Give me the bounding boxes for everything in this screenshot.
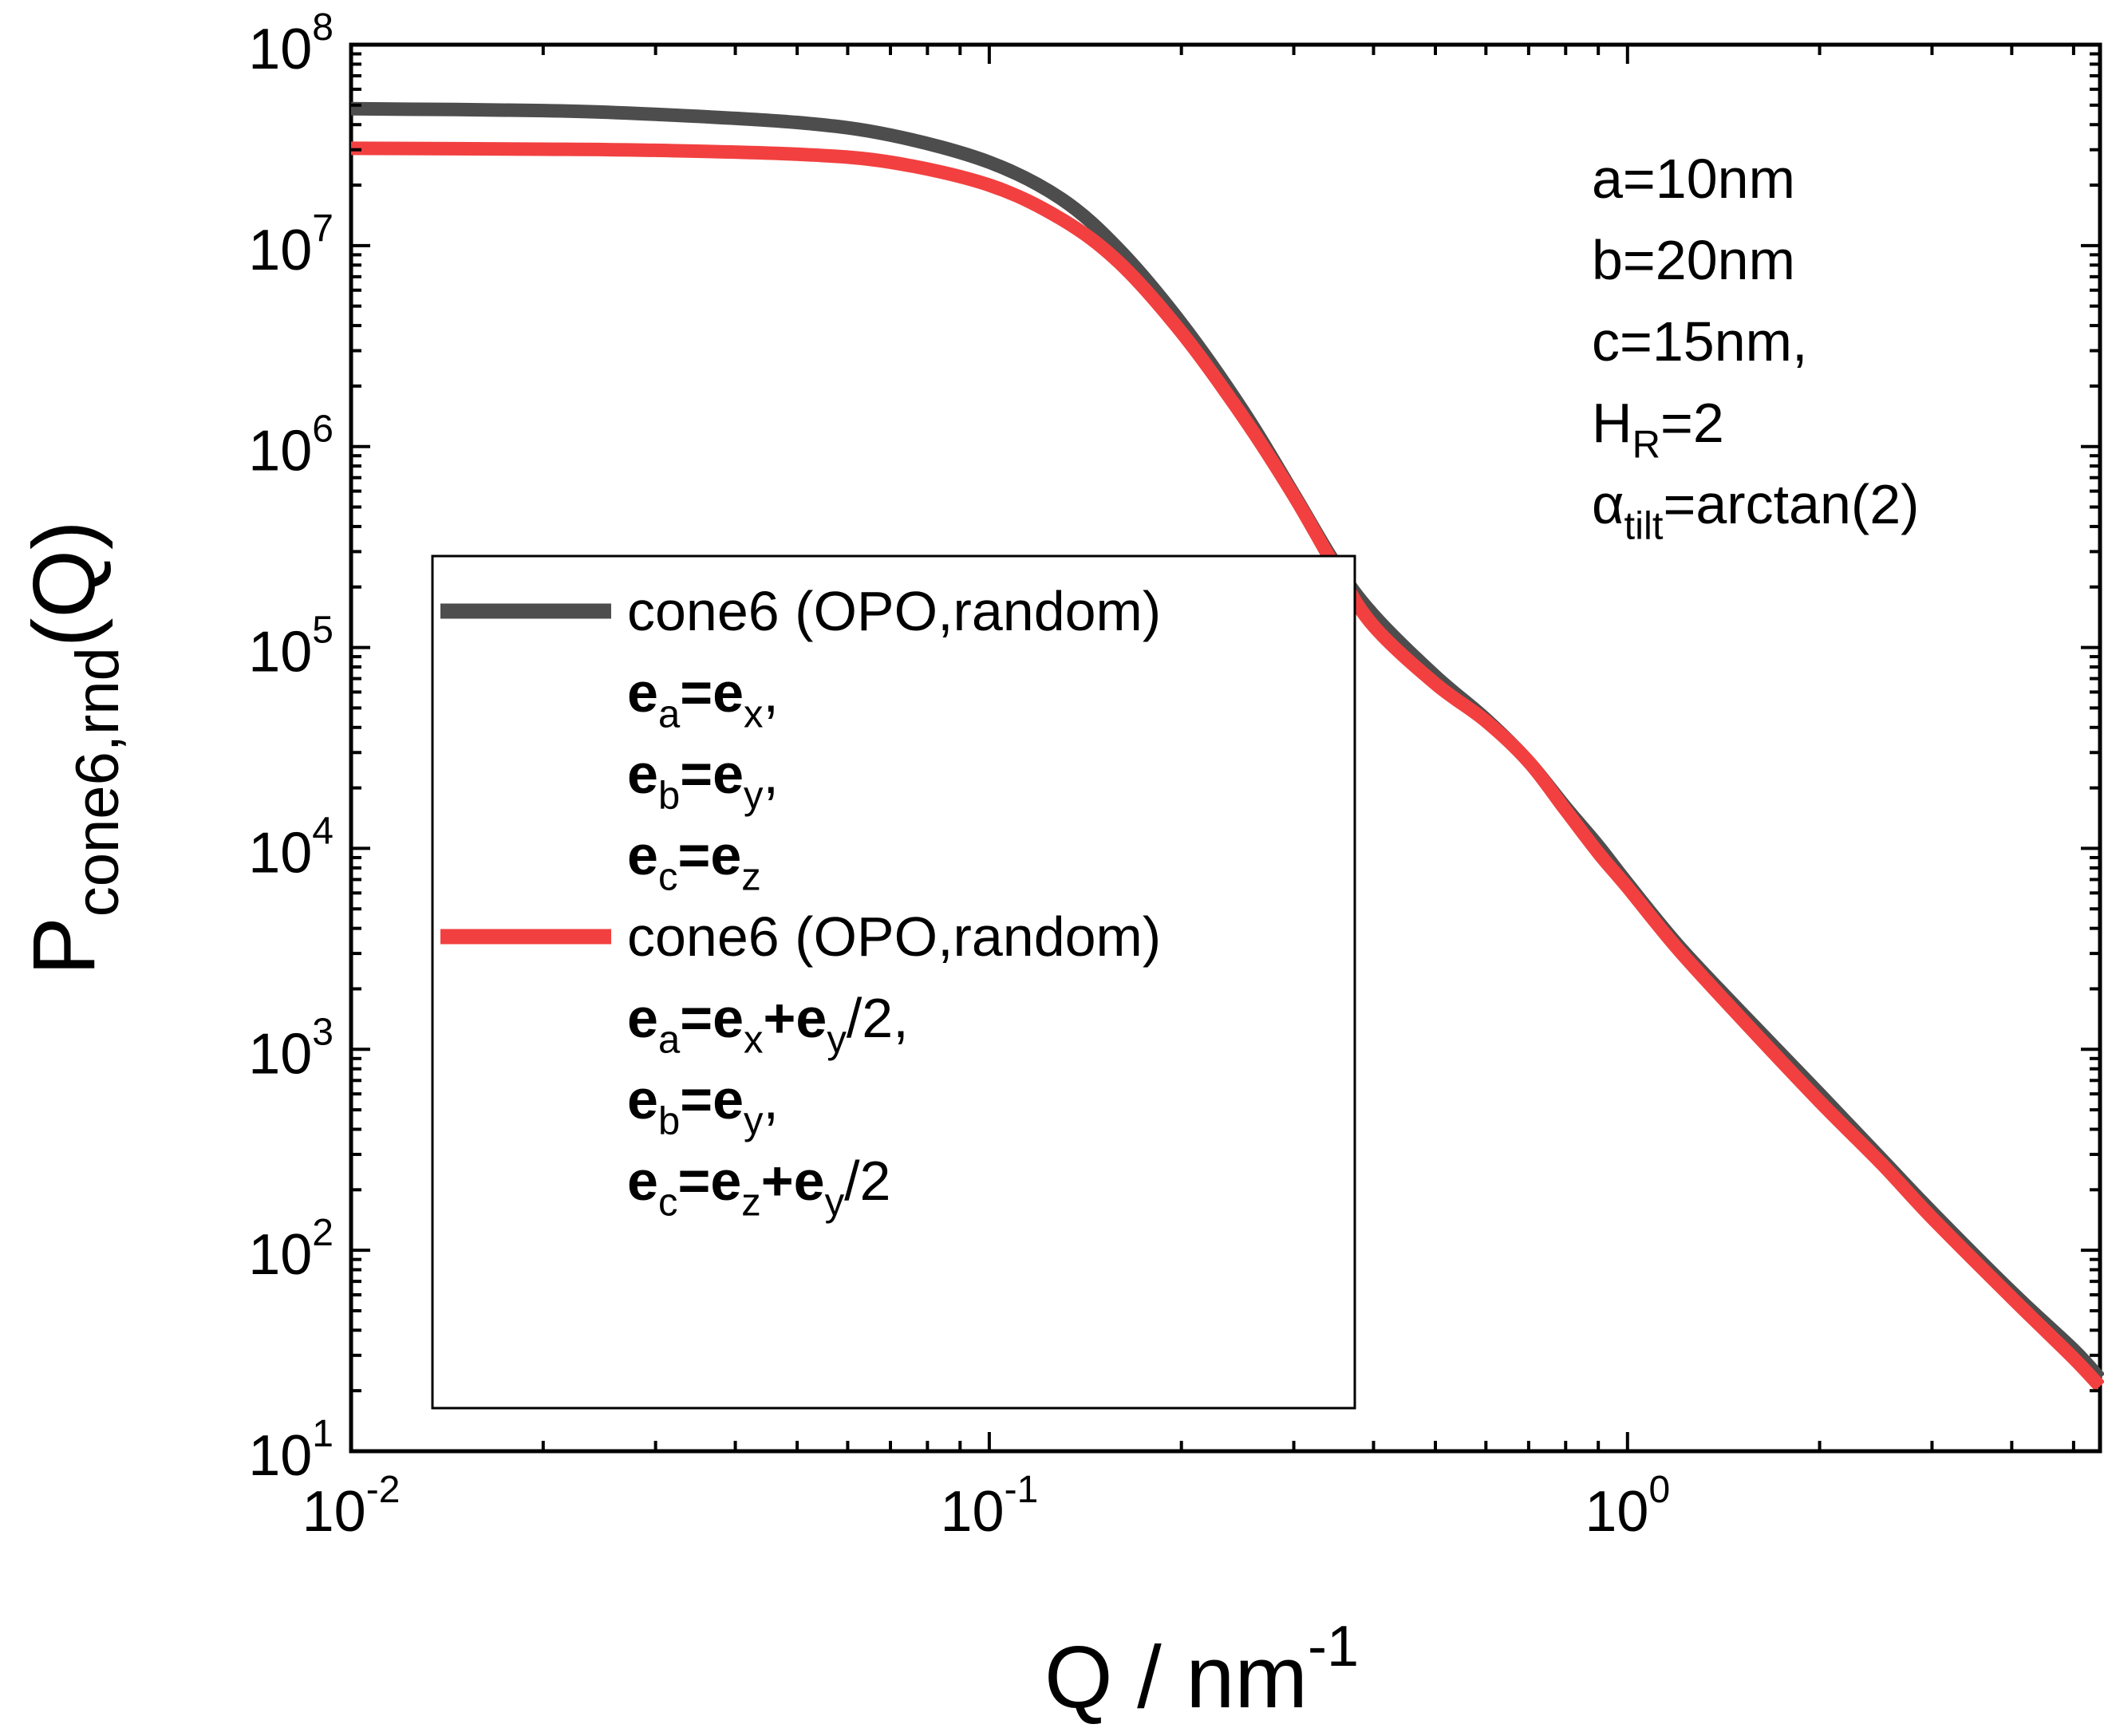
y-tick-label: 106 (248, 408, 334, 483)
y-tick-label: 105 (248, 610, 334, 685)
legend-entry-line: eb=ey, (627, 743, 779, 818)
axis-title-group: Q / nm-1 Pcone6,rnd(Q) (15, 520, 1359, 1726)
y-axis-title: Pcone6,rnd(Q) (15, 520, 132, 975)
tick-group (349, 43, 2100, 1453)
x-tick-label: 10-2 (302, 1469, 401, 1544)
legend-entry-line: ea=ex, (627, 661, 779, 736)
legend-entry-line: cone6 (OPO,random) (627, 905, 1161, 968)
annotation-line: HR=2 (1592, 392, 1724, 467)
annotation-line: a=10nm (1592, 148, 1795, 210)
y-tick-label: 104 (248, 810, 334, 885)
x-tick-label: 100 (1585, 1469, 1670, 1544)
annotation-line: αtilt=arctan(2) (1592, 473, 1919, 548)
legend-entry-line: eb=ey, (627, 1068, 779, 1143)
annotation-line: b=20nm (1592, 229, 1795, 291)
plot-frame (349, 42, 2102, 1454)
x-tick-label: 10-1 (941, 1469, 1039, 1544)
y-tick-label: 107 (248, 207, 334, 282)
tick-label-group: 10-2 10-1 100 101 102 103 104 105 106 107 108 (248, 6, 1670, 1544)
legend-entry-line: cone6 (OPO,random) (627, 580, 1161, 642)
annotation-line: c=15nm, (1592, 310, 1807, 373)
legend-entry-line: ec=ez (627, 824, 761, 899)
legend-entry-line: ec=ez+ey/2 (627, 1150, 890, 1225)
series-line-2 (350, 141, 2104, 1391)
legend-entry-line: ea=ex+ey/2, (627, 987, 909, 1062)
y-tick-label: 102 (248, 1212, 334, 1287)
x-axis-title: Q / nm-1 (1044, 1615, 1359, 1726)
y-tick-label: 101 (248, 1413, 334, 1488)
y-tick-label: 108 (248, 6, 334, 81)
legend: cone6 (OPO,random)ea=ex,eb=ey,ec=ezcone6… (431, 554, 1356, 1410)
series-group (350, 101, 2104, 1391)
legend-box (431, 554, 1356, 1410)
y-tick-label: 103 (248, 1011, 334, 1086)
